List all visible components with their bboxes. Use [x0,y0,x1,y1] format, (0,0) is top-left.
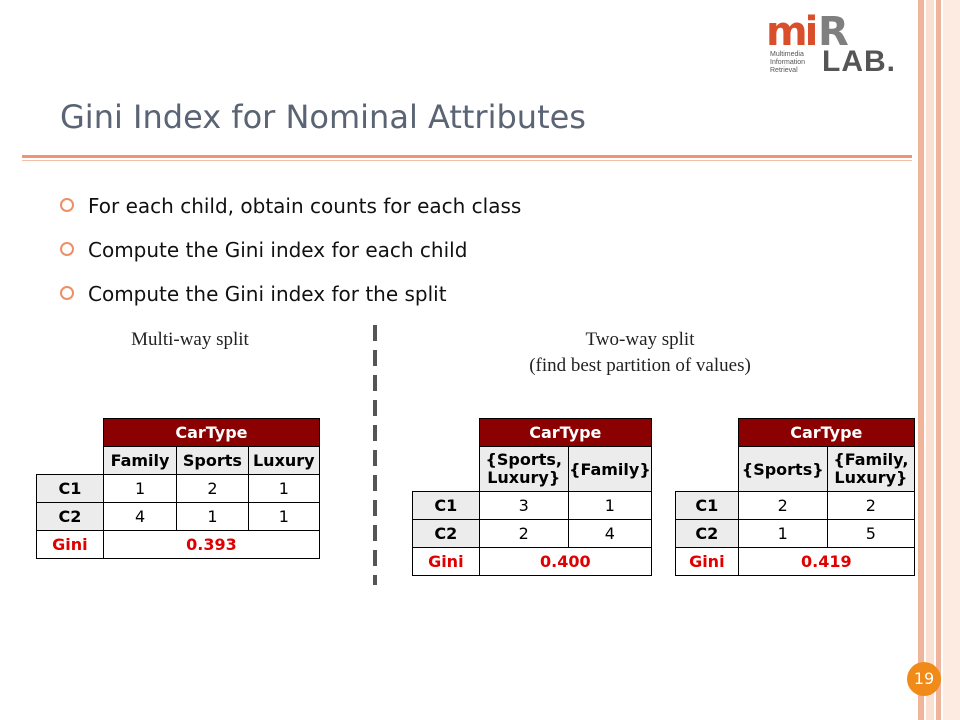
table-cell: 2 [478,519,569,548]
bullet-item: Compute the Gini index for each child [60,232,521,276]
table-cell: 3 [478,491,569,520]
gini-label: Gini [36,530,104,559]
right-border-stripe [926,0,934,720]
gini-label: Gini [412,547,480,576]
multiway-split-table: CarType Family Sports Luxury C1 1 2 1 C2… [36,418,321,559]
logo-line: Multimedia [770,51,804,58]
gini-label: Gini [675,547,739,576]
twoway-split-table-1: CarType {Sports, Luxury} {Family} C1 3 1… [412,418,653,576]
bullet-circle-icon [60,242,74,256]
bullet-text: Compute the Gini index for each child [88,238,468,262]
column-header: Sports [176,446,249,475]
row-label: C1 [412,491,480,520]
row-label: C2 [675,519,739,548]
table-cell: 1 [567,491,653,520]
table-cell: 1 [737,519,828,548]
table-header: CarType [102,418,321,447]
caption-multiway: Multi-way split [131,329,249,350]
table-header: CarType [478,418,653,447]
table-cell: 2 [737,491,828,520]
table-cell: 1 [102,474,178,503]
table-row: C2 1 5 [675,519,916,548]
logo-r: R [818,9,849,55]
table-row: C2 4 1 1 [36,502,321,531]
page-number-badge: 19 [907,662,941,696]
row-label: C2 [36,502,104,531]
bullet-text: For each child, obtain counts for each c… [88,194,522,218]
table-row: Gini 0.400 [412,547,653,576]
right-border-stripe [918,0,924,720]
caption-twoway-line: Two-way split [585,329,695,350]
mirlab-logo: mi R Multimedia Information Retrieval LA… [766,9,906,78]
table-row: C2 2 4 [412,519,653,548]
column-header: {Family, Luxury} [826,446,916,492]
table-row: Gini 0.419 [675,547,916,576]
gini-value: 0.400 [478,547,653,576]
table-cell: 1 [176,502,249,531]
table-cell: 1 [247,474,321,503]
table-row: C1 1 2 1 [36,474,321,503]
right-border-stripe [936,0,941,720]
column-header: Family [102,446,178,475]
table-row: C1 2 2 [675,491,916,520]
right-border-stripe [943,0,960,720]
title-underline-thin [22,160,912,161]
table-row: C1 3 1 [412,491,653,520]
row-label: C2 [412,519,480,548]
table-row: Gini 0.393 [36,530,321,559]
bullet-item: For each child, obtain counts for each c… [60,188,521,232]
table-cell: 2 [176,474,249,503]
gini-value: 0.419 [737,547,916,576]
bullet-item: Compute the Gini index for the split [60,276,521,320]
logo-lab: LAB. [822,45,896,78]
table-cell: 4 [102,502,178,531]
row-label: C1 [36,474,104,503]
column-header: {Sports} [737,446,828,492]
table-cell: 5 [826,519,916,548]
table-header: CarType [737,418,916,447]
table-cell: 2 [826,491,916,520]
logo-line: Retrieval [770,67,798,74]
bullet-circle-icon [60,286,74,300]
row-label: C1 [675,491,739,520]
table-cell: 1 [247,502,321,531]
caption-twoway-line: (find best partition of values) [529,355,751,376]
bullet-circle-icon [60,198,74,212]
twoway-split-table-2: CarType {Sports} {Family, Luxury} C1 2 2… [675,418,916,576]
slide-title: Gini Index for Nominal Attributes [60,98,586,136]
gini-value: 0.393 [102,530,321,559]
column-header: Luxury [247,446,321,475]
column-header: {Family} [567,446,653,492]
logo-line: Information [770,59,806,66]
bullet-list: For each child, obtain counts for each c… [60,188,521,320]
table-cell: 4 [567,519,653,548]
logo-subtitle: Multimedia Information Retrieval [770,51,805,75]
column-header: {Sports, Luxury} [478,446,569,492]
bullet-text: Compute the Gini index for the split [88,282,447,306]
dashed-divider [373,325,377,585]
title-underline [22,155,912,158]
logo-mi: mi [766,9,818,55]
caption-twoway: Two-way split (find best partition of va… [460,329,820,377]
